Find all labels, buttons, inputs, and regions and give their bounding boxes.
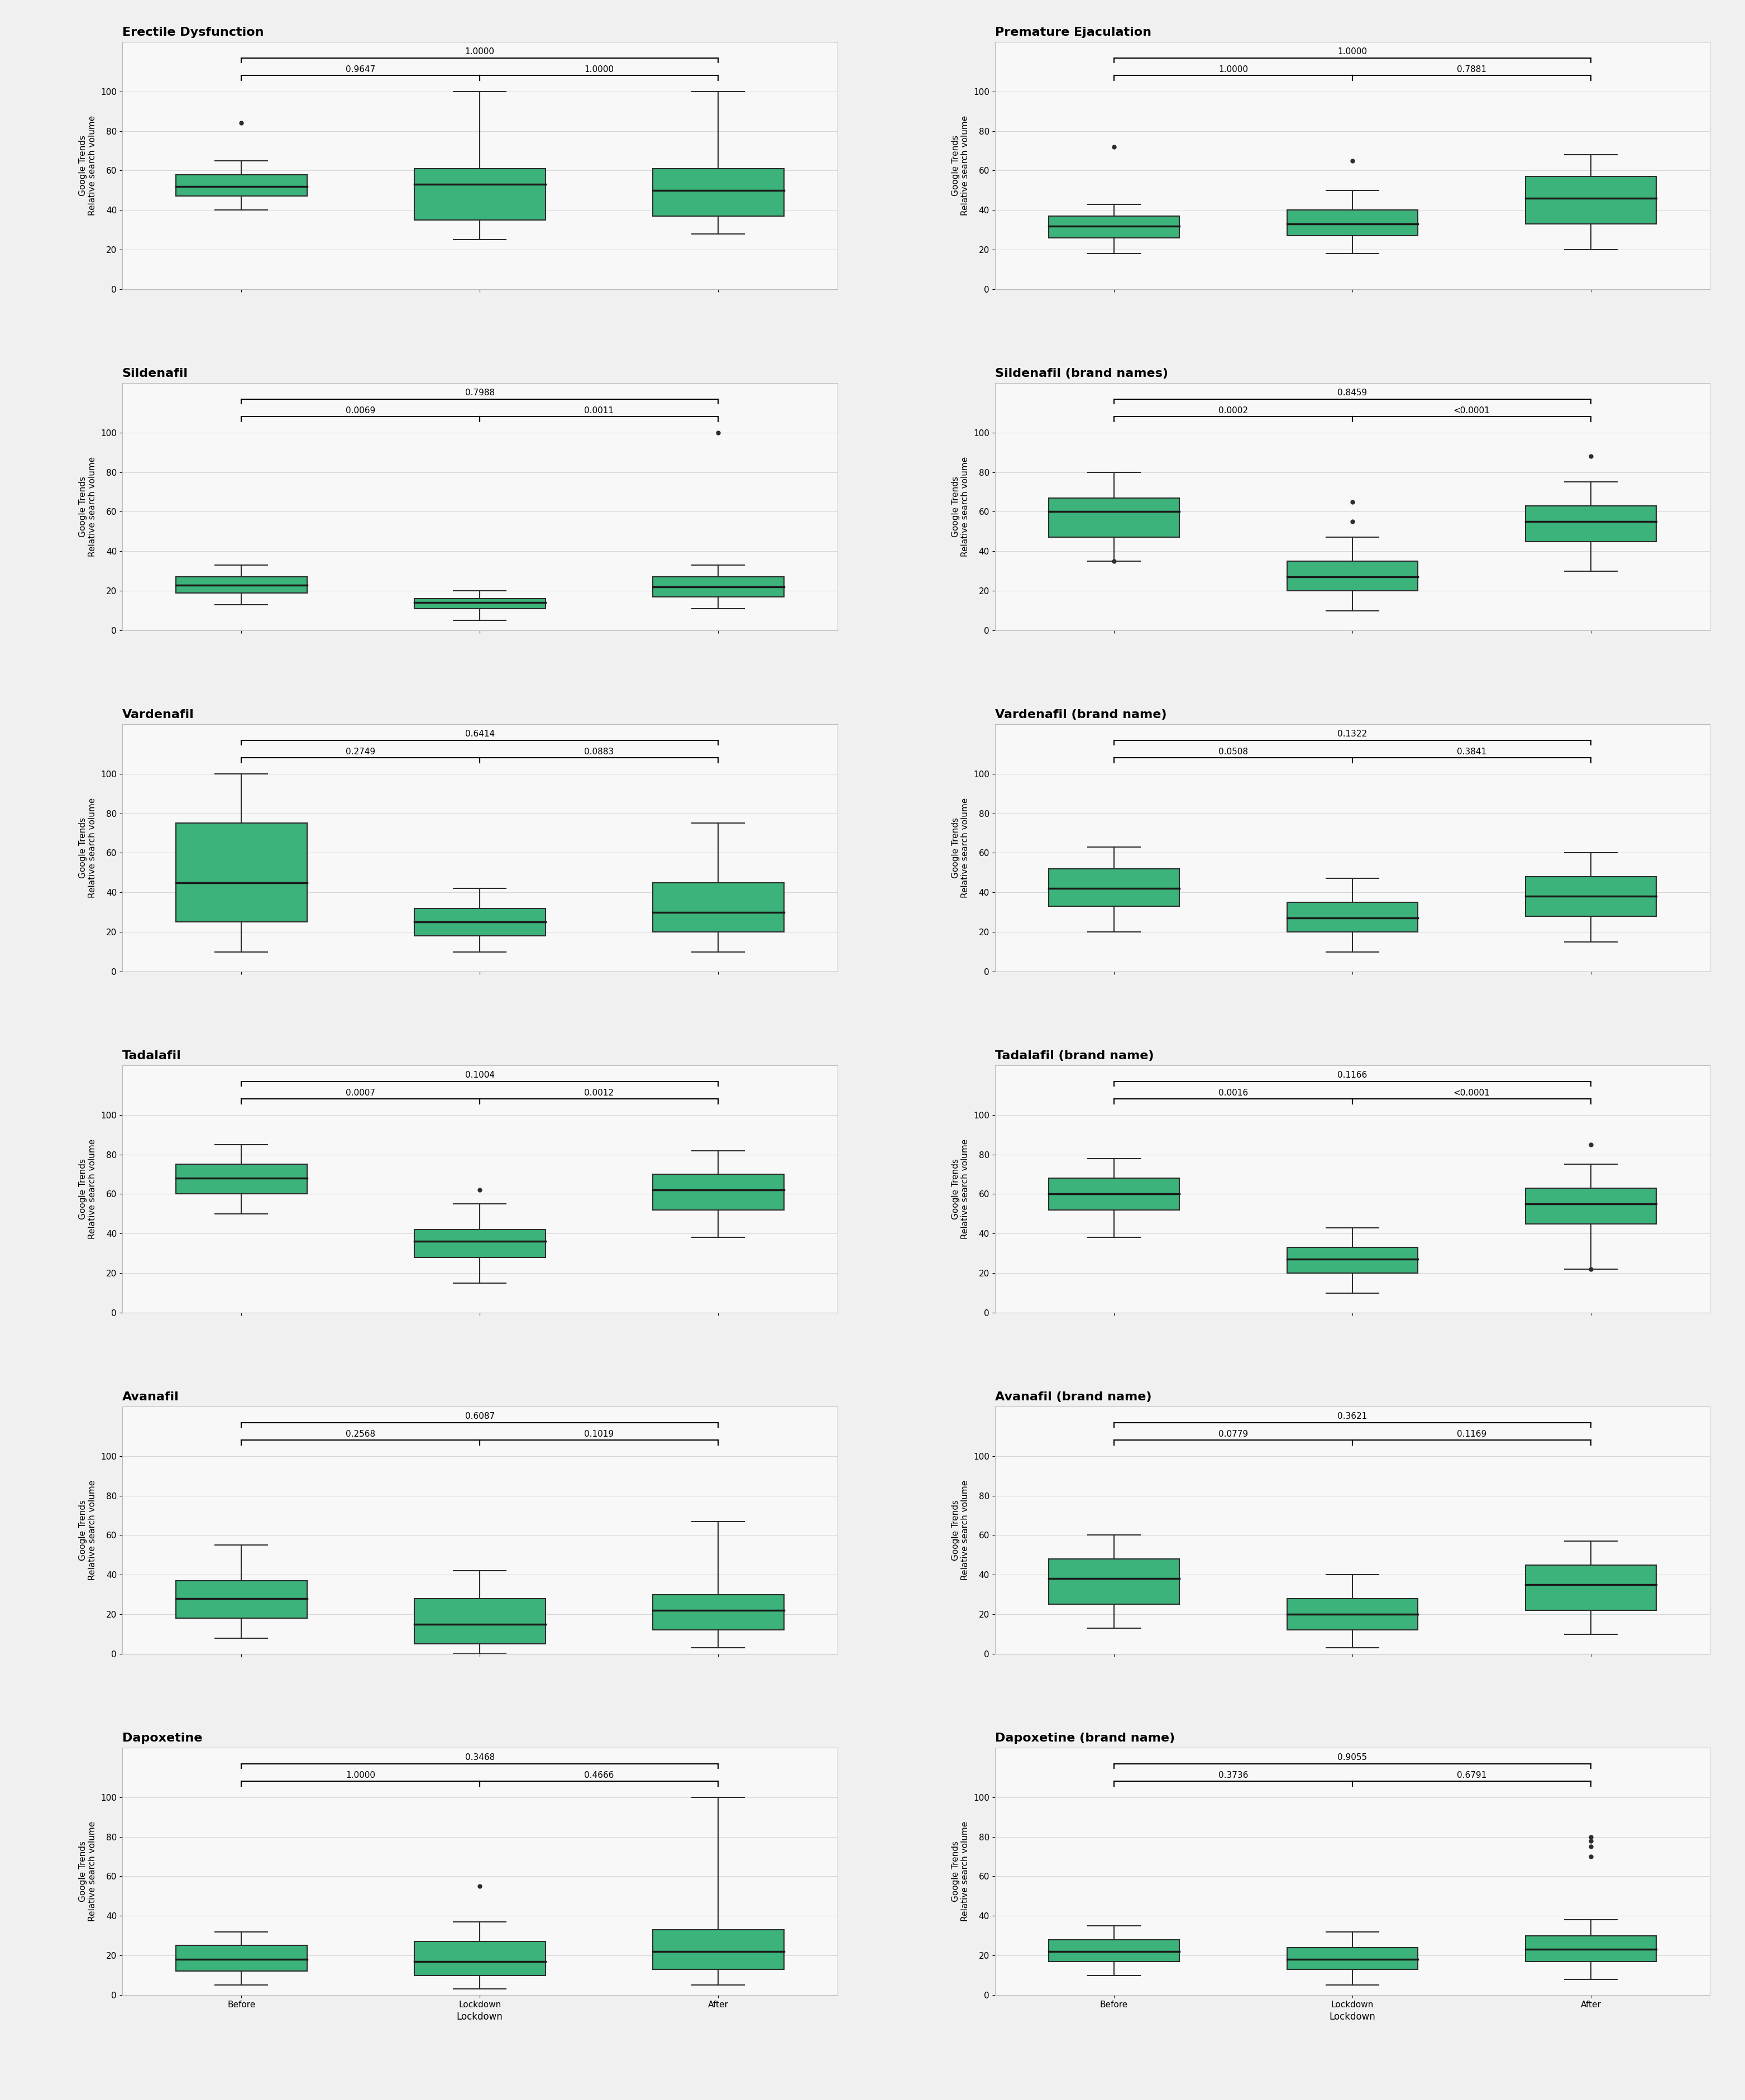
Bar xyxy=(176,1163,307,1195)
Text: 0.3841: 0.3841 xyxy=(1457,748,1487,756)
Y-axis label: Google Trends
Relative search volume: Google Trends Relative search volume xyxy=(951,798,970,899)
Bar xyxy=(1525,876,1656,916)
Bar xyxy=(653,882,784,932)
Text: 0.7988: 0.7988 xyxy=(464,388,494,397)
Bar xyxy=(1049,1940,1180,1961)
Text: 1.0000: 1.0000 xyxy=(346,1770,375,1779)
Text: 0.9055: 0.9055 xyxy=(1338,1754,1368,1762)
Text: 0.1322: 0.1322 xyxy=(1338,731,1368,739)
Text: Erectile Dysfunction: Erectile Dysfunction xyxy=(122,27,263,38)
Text: 0.0007: 0.0007 xyxy=(346,1088,375,1096)
Bar xyxy=(653,578,784,596)
Text: 0.0016: 0.0016 xyxy=(1218,1088,1248,1096)
Bar xyxy=(1286,1598,1419,1630)
Text: 0.0508: 0.0508 xyxy=(1218,748,1248,756)
Bar xyxy=(653,1174,784,1210)
Text: Tadalafil: Tadalafil xyxy=(122,1050,181,1060)
Text: 1.0000: 1.0000 xyxy=(1218,65,1248,74)
Text: 0.1169: 0.1169 xyxy=(1457,1430,1487,1438)
Bar xyxy=(176,1945,307,1972)
Y-axis label: Google Trends
Relative search volume: Google Trends Relative search volume xyxy=(79,1821,96,1922)
Text: Dapoxetine: Dapoxetine xyxy=(122,1732,202,1743)
Bar xyxy=(176,823,307,922)
Text: 0.3621: 0.3621 xyxy=(1338,1411,1368,1420)
Text: Dapoxetine (brand name): Dapoxetine (brand name) xyxy=(995,1732,1174,1743)
Bar xyxy=(1049,1558,1180,1604)
Bar xyxy=(1286,561,1419,590)
Bar xyxy=(1286,903,1419,932)
Text: Vardenafil: Vardenafil xyxy=(122,710,194,720)
Text: Sildenafil: Sildenafil xyxy=(122,367,188,380)
Text: 0.2568: 0.2568 xyxy=(346,1430,375,1438)
Text: 0.0069: 0.0069 xyxy=(346,407,375,416)
Text: 0.7881: 0.7881 xyxy=(1457,65,1487,74)
Text: 0.1004: 0.1004 xyxy=(464,1071,494,1079)
Y-axis label: Google Trends
Relative search volume: Google Trends Relative search volume xyxy=(951,1821,970,1922)
X-axis label: Lockdown: Lockdown xyxy=(1330,2012,1375,2022)
Text: 0.8459: 0.8459 xyxy=(1338,388,1368,397)
Text: 0.2749: 0.2749 xyxy=(346,748,375,756)
Text: 1.0000: 1.0000 xyxy=(1338,48,1368,57)
Text: 0.3736: 0.3736 xyxy=(1218,1770,1248,1779)
Text: 1.0000: 1.0000 xyxy=(585,65,614,74)
Y-axis label: Google Trends
Relative search volume: Google Trends Relative search volume xyxy=(79,456,96,556)
Y-axis label: Google Trends
Relative search volume: Google Trends Relative search volume xyxy=(79,1138,96,1239)
Text: 0.0883: 0.0883 xyxy=(585,748,614,756)
Text: <0.0001: <0.0001 xyxy=(1454,407,1490,416)
Bar xyxy=(1049,498,1180,538)
Text: 0.6087: 0.6087 xyxy=(464,1411,494,1420)
Bar xyxy=(653,168,784,216)
Bar xyxy=(176,1581,307,1619)
Text: 0.4666: 0.4666 xyxy=(585,1770,614,1779)
Bar xyxy=(176,174,307,195)
Bar xyxy=(1525,1189,1656,1224)
Y-axis label: Google Trends
Relative search volume: Google Trends Relative search volume xyxy=(79,116,96,216)
Text: 0.1166: 0.1166 xyxy=(1338,1071,1368,1079)
Bar xyxy=(1286,1947,1419,1970)
Text: 0.6414: 0.6414 xyxy=(464,731,494,739)
Y-axis label: Google Trends
Relative search volume: Google Trends Relative search volume xyxy=(79,1480,96,1581)
Y-axis label: Google Trends
Relative search volume: Google Trends Relative search volume xyxy=(951,1480,970,1581)
Text: Avanafil (brand name): Avanafil (brand name) xyxy=(995,1392,1152,1403)
Bar xyxy=(414,168,546,220)
Bar xyxy=(1525,506,1656,542)
Bar xyxy=(1286,210,1419,235)
Text: Premature Ejaculation: Premature Ejaculation xyxy=(995,27,1152,38)
Text: Sildenafil (brand names): Sildenafil (brand names) xyxy=(995,367,1167,380)
Bar xyxy=(414,1598,546,1644)
Text: 0.0011: 0.0011 xyxy=(585,407,614,416)
Y-axis label: Google Trends
Relative search volume: Google Trends Relative search volume xyxy=(951,116,970,216)
Y-axis label: Google Trends
Relative search volume: Google Trends Relative search volume xyxy=(79,798,96,899)
Bar xyxy=(1525,1936,1656,1961)
Text: <0.0001: <0.0001 xyxy=(1454,1088,1490,1096)
Text: 0.0779: 0.0779 xyxy=(1218,1430,1248,1438)
Text: Vardenafil (brand name): Vardenafil (brand name) xyxy=(995,710,1166,720)
Bar xyxy=(653,1594,784,1630)
Y-axis label: Google Trends
Relative search volume: Google Trends Relative search volume xyxy=(951,456,970,556)
Text: 0.0012: 0.0012 xyxy=(585,1088,614,1096)
Bar xyxy=(1286,1247,1419,1273)
Text: 0.1019: 0.1019 xyxy=(585,1430,614,1438)
Bar xyxy=(1525,1564,1656,1611)
Y-axis label: Google Trends
Relative search volume: Google Trends Relative search volume xyxy=(951,1138,970,1239)
Bar xyxy=(176,578,307,592)
Bar xyxy=(414,1942,546,1976)
Text: 0.9647: 0.9647 xyxy=(346,65,375,74)
Bar xyxy=(1049,216,1180,237)
Bar xyxy=(414,907,546,937)
Bar xyxy=(653,1930,784,1970)
Text: Avanafil: Avanafil xyxy=(122,1392,180,1403)
X-axis label: Lockdown: Lockdown xyxy=(457,2012,503,2022)
Bar xyxy=(414,1231,546,1258)
Bar xyxy=(1049,1178,1180,1210)
Text: 0.6791: 0.6791 xyxy=(1457,1770,1487,1779)
Text: 1.0000: 1.0000 xyxy=(464,48,494,57)
Bar xyxy=(414,598,546,609)
Text: 0.3468: 0.3468 xyxy=(464,1754,494,1762)
Bar xyxy=(1049,869,1180,907)
Text: 0.0002: 0.0002 xyxy=(1218,407,1248,416)
Text: Tadalafil (brand name): Tadalafil (brand name) xyxy=(995,1050,1153,1060)
Bar xyxy=(1525,176,1656,225)
